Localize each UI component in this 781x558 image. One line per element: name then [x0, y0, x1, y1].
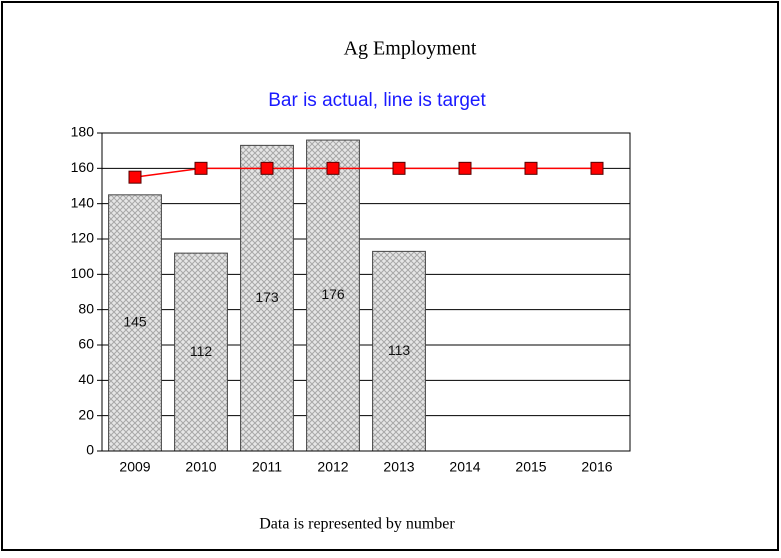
line-marker	[590, 161, 604, 175]
target-line	[134, 167, 597, 178]
y-tick-label: 180	[71, 124, 95, 140]
bar	[306, 139, 360, 452]
data-label: 173	[255, 289, 279, 305]
x-tick-label: 2016	[581, 459, 612, 475]
x-tick-label: 2011	[252, 459, 282, 475]
y-tick-label: 120	[71, 230, 95, 246]
bar	[108, 194, 162, 452]
y-tick-label: 140	[71, 194, 95, 210]
data-label: 176	[321, 286, 345, 302]
y-tick-label: 80	[78, 300, 94, 316]
x-tick-label: 2013	[383, 459, 414, 475]
y-tick-label: 160	[71, 159, 95, 175]
plot-border	[101, 132, 631, 452]
bar	[372, 250, 426, 452]
line-marker	[392, 161, 406, 175]
line-marker	[260, 161, 274, 175]
bar	[240, 144, 294, 452]
line-marker	[128, 170, 142, 184]
x-tick-label: 2015	[515, 459, 546, 475]
bar	[174, 252, 228, 452]
x-tick-label: 2014	[449, 459, 480, 475]
chart-footer: Data is represented by number	[259, 516, 455, 533]
data-label: 145	[123, 314, 147, 330]
line-marker	[524, 161, 538, 175]
chart-title: Ag Employment	[344, 38, 477, 60]
x-tick-label: 2012	[317, 459, 348, 475]
x-tick-label: 2010	[185, 459, 216, 475]
line-marker	[326, 161, 340, 175]
y-tick-label: 100	[71, 265, 95, 281]
y-tick-label: 0	[86, 442, 94, 458]
line-marker	[458, 161, 472, 175]
data-label: 113	[388, 342, 411, 358]
x-tick-label: 2009	[119, 459, 150, 475]
y-tick-label: 60	[78, 336, 94, 352]
y-tick-label: 20	[78, 406, 94, 422]
line-marker	[194, 161, 208, 175]
y-tick-label: 40	[78, 371, 94, 387]
data-label: 112	[190, 343, 213, 359]
chart-subtitle: Bar is actual, line is target	[268, 90, 486, 111]
